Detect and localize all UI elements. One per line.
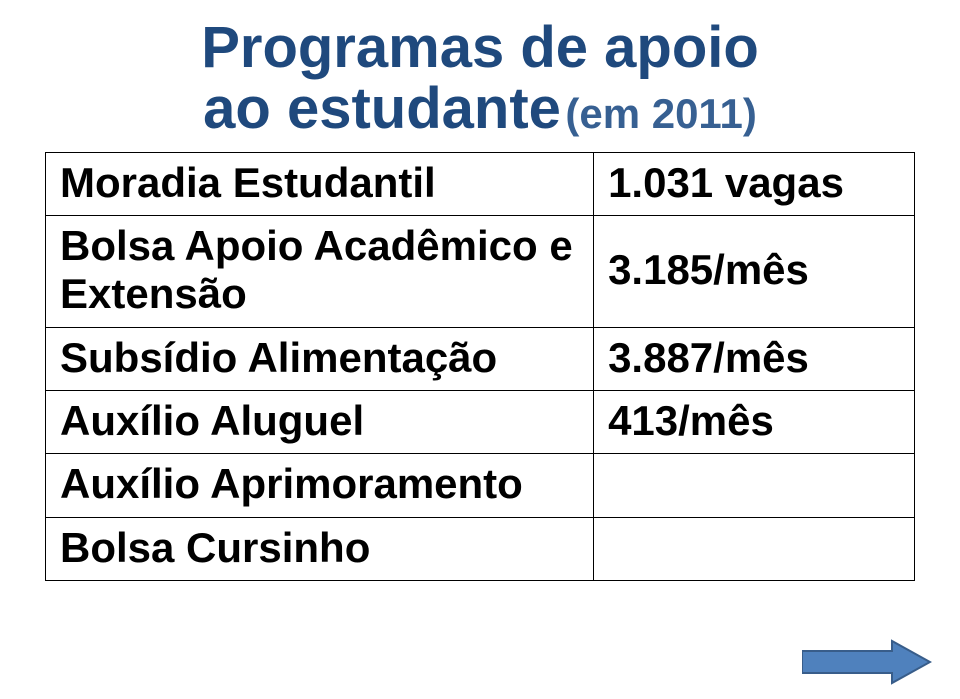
title-line-2: ao estudante (em 2011) xyxy=(40,79,920,140)
cell-value: 3.185/mês xyxy=(594,216,915,328)
title-line-2-suffix: (em 2011) xyxy=(565,90,756,137)
cell-label: Bolsa Apoio Acadêmico e Extensão xyxy=(46,216,594,328)
slide-title: Programas de apoio ao estudante (em 2011… xyxy=(40,18,920,140)
cell-label: Bolsa Cursinho xyxy=(46,517,594,580)
table-row: Auxílio Aluguel 413/mês xyxy=(46,390,915,453)
cell-value xyxy=(594,517,915,580)
table-row: Bolsa Cursinho xyxy=(46,517,915,580)
title-line-1: Programas de apoio xyxy=(40,18,920,79)
table-row: Subsídio Alimentação 3.887/mês xyxy=(46,327,915,390)
slide: Programas de apoio ao estudante (em 2011… xyxy=(0,0,960,699)
cell-value: 3.887/mês xyxy=(594,327,915,390)
cell-label: Auxílio Aluguel xyxy=(46,390,594,453)
table-row: Bolsa Apoio Acadêmico e Extensão 3.185/m… xyxy=(46,216,915,328)
arrow-shape xyxy=(802,641,930,683)
cell-label: Auxílio Aprimoramento xyxy=(46,454,594,517)
cell-value: 1.031 vagas xyxy=(594,152,915,215)
cell-label: Subsídio Alimentação xyxy=(46,327,594,390)
next-arrow-icon xyxy=(802,639,932,685)
cell-value xyxy=(594,454,915,517)
cell-value: 413/mês xyxy=(594,390,915,453)
cell-label: Moradia Estudantil xyxy=(46,152,594,215)
table-row: Auxílio Aprimoramento xyxy=(46,454,915,517)
programs-table: Moradia Estudantil 1.031 vagas Bolsa Apo… xyxy=(45,152,915,581)
title-line-2-main: ao estudante xyxy=(203,76,561,141)
table-row: Moradia Estudantil 1.031 vagas xyxy=(46,152,915,215)
